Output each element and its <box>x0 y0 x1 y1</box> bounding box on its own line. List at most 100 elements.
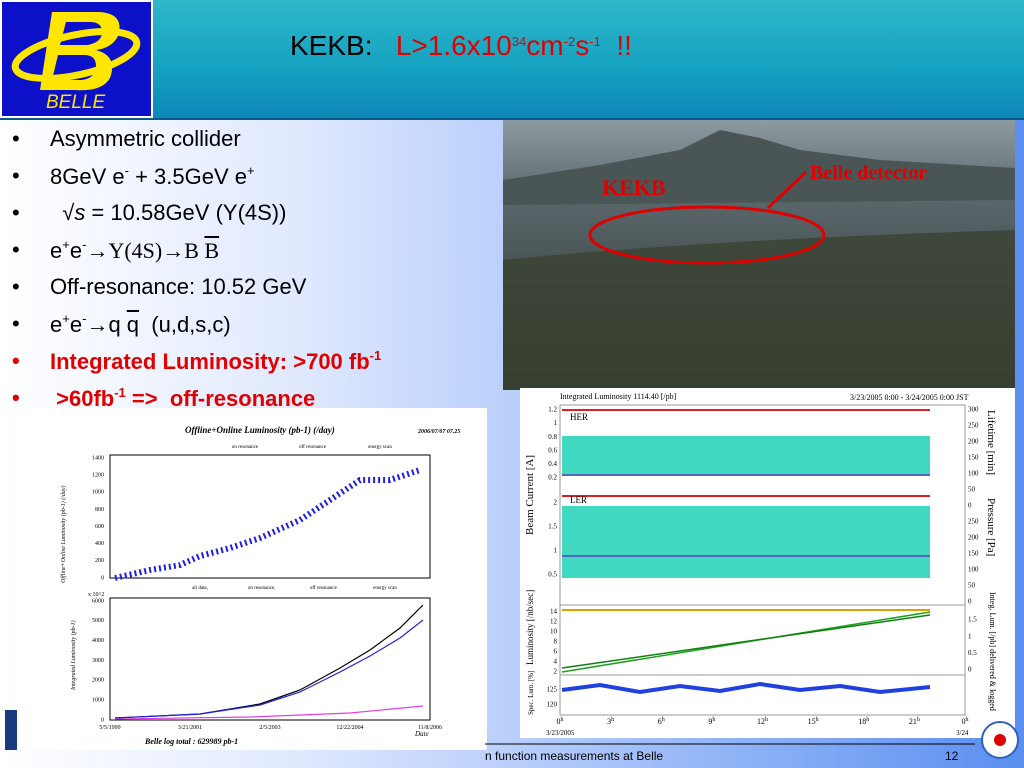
plot-title: Offline+Online Luminosity (pb-1) (/day) <box>185 425 335 435</box>
t: - <box>124 163 129 178</box>
t: = 10.58GeV (Υ(4S)) <box>85 200 287 225</box>
t: e <box>50 238 63 263</box>
hour-value: 15 <box>808 717 816 726</box>
arrow <box>766 170 808 210</box>
tick-label: 12 <box>550 618 558 626</box>
tick-label: 400 <box>95 541 104 547</box>
daily-bars <box>114 467 421 581</box>
hour-unit: h <box>816 717 819 723</box>
hour-unit: h <box>662 717 665 723</box>
tick-label: 1 <box>968 632 972 640</box>
frame <box>109 597 431 721</box>
tick-label: 250 <box>968 422 979 430</box>
hour-value: 3 <box>607 717 611 726</box>
her-label: HER <box>570 412 588 422</box>
title-prefix: KEKB: <box>290 30 373 61</box>
hour-value: 18 <box>858 717 866 726</box>
fields <box>503 230 1015 390</box>
tick-label: 11/8/2006 <box>418 725 442 731</box>
t: => off-resonance <box>125 386 316 411</box>
tick-label: 4000 <box>92 638 104 644</box>
tick-label: 6000 <box>92 598 104 604</box>
hour-label: 9h <box>708 717 715 726</box>
legend-entry: on resonance, <box>248 586 276 591</box>
t: - <box>82 237 87 252</box>
tick-label: 2 <box>554 668 558 676</box>
hour-label: 15h <box>808 717 819 726</box>
hour-label: 18h <box>858 717 869 726</box>
hour-label: 12h <box>757 717 768 726</box>
corner-logo <box>5 710 17 750</box>
hour-unit: h <box>765 717 768 723</box>
tick-label: 50 <box>968 486 976 494</box>
tick-label: 2000 <box>92 678 104 684</box>
hour-label: 3h <box>607 717 614 726</box>
t: e <box>69 312 83 337</box>
tick-label: 100 <box>968 470 979 478</box>
tick-label: 0 <box>968 502 972 510</box>
tick-label: 1.5 <box>548 523 557 531</box>
tick-label: 0 <box>968 666 972 674</box>
tick-label: 150 <box>968 550 979 558</box>
t: Asymmetric collider <box>50 126 241 151</box>
y-title: Integrated Luminosity (pb-1) <box>70 620 77 691</box>
integ-label: Integrated Luminosity 1114.40 [/pb] <box>560 392 677 401</box>
tick-label: 250 <box>968 518 979 526</box>
tick-label: 2 <box>554 499 558 507</box>
spec-line <box>561 681 931 695</box>
x-title: Date <box>414 730 429 738</box>
tick-label: 1 <box>554 419 558 427</box>
tick-label: 200 <box>968 534 979 542</box>
legend-entry: off resonance <box>299 445 327 450</box>
emblem-dot <box>994 734 1006 746</box>
right-plot: Integrated Luminosity 1114.40 [/pb] 3/23… <box>520 388 1015 738</box>
curve-off <box>114 705 424 720</box>
t: Off-resonance: 10.52 GeV <box>50 274 307 299</box>
t: (u,d,s,c) <box>139 312 231 337</box>
ring-label: KEKB <box>602 175 666 200</box>
tick-label: 0.4 <box>548 460 557 468</box>
total: Belle log total : 629989 pb-1 <box>144 737 238 746</box>
tick-label: 0.6 <box>548 446 557 454</box>
t: L>1.6x10 <box>395 30 512 61</box>
axis-title: Beam Current [A] <box>524 455 536 535</box>
logo: BELLE <box>0 0 153 118</box>
tick-label: 200 <box>95 558 104 564</box>
ler-band <box>562 506 930 578</box>
t: e <box>50 312 63 337</box>
tick-label: 0.8 <box>548 433 557 441</box>
tick-label: 0.5 <box>968 649 977 657</box>
tick-label: 2/5/2003 <box>259 725 280 731</box>
tick-label: 10 <box>550 628 558 636</box>
tick-label: 0 <box>101 717 104 723</box>
date-label: 3/24 <box>956 729 969 737</box>
t: s <box>74 200 86 225</box>
detector-label: Belle detector <box>810 162 927 184</box>
mountain <box>503 130 1015 205</box>
t: cm <box>526 30 564 61</box>
tick-label: 5/5/1999 <box>99 725 120 731</box>
tick-label: 0 <box>968 598 972 606</box>
axis-title: Integ. Lum. [/pb] delivered & logged <box>988 592 997 711</box>
tick-label: 3000 <box>92 658 104 664</box>
tick-label: 0.5 <box>548 571 557 579</box>
t: -1 <box>369 348 382 363</box>
legend-entry: energy scan <box>373 586 397 591</box>
tick-label: 800 <box>95 507 104 513</box>
tick-label: 5000 <box>92 618 104 624</box>
legend-entry: on resonance <box>232 445 259 450</box>
t: >60fb <box>56 386 115 411</box>
title-formula: L>1.6x1034cm-2s-1 !! <box>396 30 632 61</box>
tick-label: 1200 <box>92 473 104 479</box>
t: - <box>82 311 87 326</box>
t: →q <box>86 312 127 337</box>
logo-text: BELLE <box>46 92 105 113</box>
date-label: 3/23/2005 <box>546 729 575 737</box>
t: →Υ(4S)→B <box>86 238 205 263</box>
tick-label: 50 <box>968 582 976 590</box>
t: s <box>575 30 590 61</box>
range-label: 3/23/2005 0:00 - 3/24/2005 0:00 JST <box>850 393 969 402</box>
tick-label: 150 <box>968 454 979 462</box>
tick-label: 125 <box>547 686 558 694</box>
